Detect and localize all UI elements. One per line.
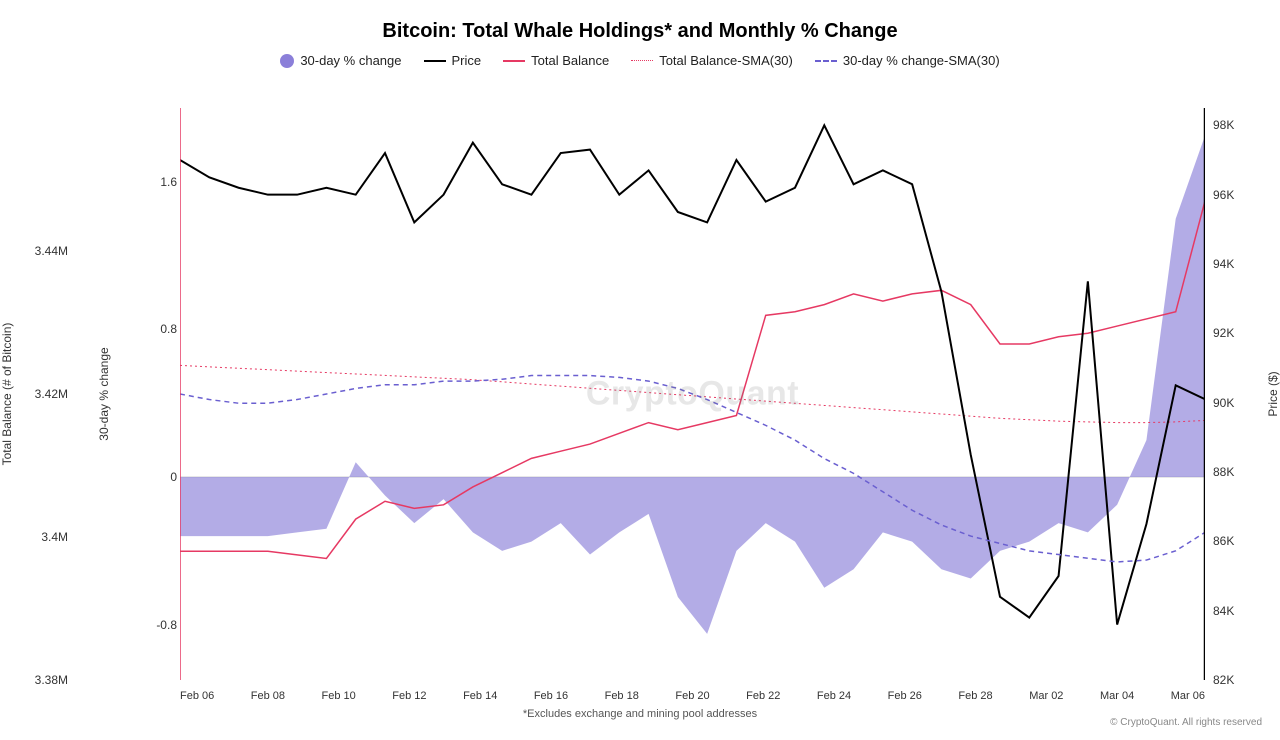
x-tick: Mar 06 [1171, 690, 1205, 702]
price-tick: 88K [1213, 465, 1234, 479]
x-tick: Feb 06 [180, 690, 214, 702]
pct-tick: 1.6 [137, 175, 177, 189]
legend: 30-day % change Price Total Balance Tota… [0, 53, 1280, 68]
price-tick: 92K [1213, 326, 1234, 340]
x-tick: Feb 22 [746, 690, 780, 702]
pct-tick: 0 [137, 470, 177, 484]
price-swatch [424, 60, 446, 62]
balance-swatch [503, 60, 525, 62]
pct-sma-swatch [815, 60, 837, 62]
price-tick: 94K [1213, 257, 1234, 271]
legend-label: 30-day % change [300, 53, 401, 68]
pct-tick: 0.8 [137, 322, 177, 336]
price-axis: 98K96K94K92K90K88K86K84K82K [1213, 108, 1263, 680]
balance-sma-swatch [631, 60, 653, 61]
pct-swatch [280, 54, 294, 68]
legend-item-balance-sma: Total Balance-SMA(30) [631, 53, 793, 68]
legend-item-pct-sma: 30-day % change-SMA(30) [815, 53, 1000, 68]
legend-item-price: Price [424, 53, 482, 68]
legend-item-pct: 30-day % change [280, 53, 401, 68]
x-tick: Feb 28 [958, 690, 992, 702]
x-tick: Feb 26 [888, 690, 922, 702]
chart-title: Bitcoin: Total Whale Holdings* and Month… [0, 20, 1280, 43]
x-tick: Feb 14 [463, 690, 497, 702]
legend-label: 30-day % change-SMA(30) [843, 53, 1000, 68]
copyright: © CryptoQuant. All rights reserved [1110, 717, 1262, 728]
balance-tick: 3.38M [13, 673, 68, 687]
price-tick: 90K [1213, 396, 1234, 410]
x-tick: Mar 04 [1100, 690, 1134, 702]
pct-axis-label: 30-day % change [97, 347, 111, 440]
chart-svg [180, 108, 1205, 680]
x-tick: Feb 08 [251, 690, 285, 702]
x-tick: Mar 02 [1029, 690, 1063, 702]
price-tick: 86K [1213, 534, 1234, 548]
x-tick: Feb 20 [675, 690, 709, 702]
balance-axis: 3.44M3.42M3.4M3.38M [13, 108, 68, 680]
footnote: *Excludes exchange and mining pool addre… [75, 708, 1205, 720]
x-tick: Feb 16 [534, 690, 568, 702]
pct-tick: -0.8 [137, 618, 177, 632]
legend-label: Total Balance [531, 53, 609, 68]
x-tick: Feb 24 [817, 690, 851, 702]
legend-label: Price [452, 53, 482, 68]
x-axis: Feb 06 Feb 08 Feb 10 Feb 12 Feb 14 Feb 16 Feb … [180, 690, 1205, 702]
plot-region: CryptoQuant [180, 108, 1205, 680]
balance-tick: 3.44M [13, 244, 68, 258]
price-tick: 96K [1213, 188, 1234, 202]
balance-tick: 3.4M [13, 530, 68, 544]
balance-axis-label: Total Balance (# of Bitcoin) [0, 323, 14, 466]
price-tick: 82K [1213, 673, 1234, 687]
x-tick: Feb 12 [392, 690, 426, 702]
price-tick: 98K [1213, 118, 1234, 132]
x-tick: Feb 10 [322, 690, 356, 702]
legend-item-balance: Total Balance [503, 53, 609, 68]
chart-area: Total Balance (# of Bitcoin) 30-day % ch… [75, 108, 1205, 680]
pct-axis: 1.6 0.8 0 -0.8 [137, 108, 177, 680]
legend-label: Total Balance-SMA(30) [659, 53, 793, 68]
balance-tick: 3.42M [13, 387, 68, 401]
price-axis-label: Price ($) [1266, 371, 1280, 416]
x-tick: Feb 18 [605, 690, 639, 702]
price-tick: 84K [1213, 604, 1234, 618]
